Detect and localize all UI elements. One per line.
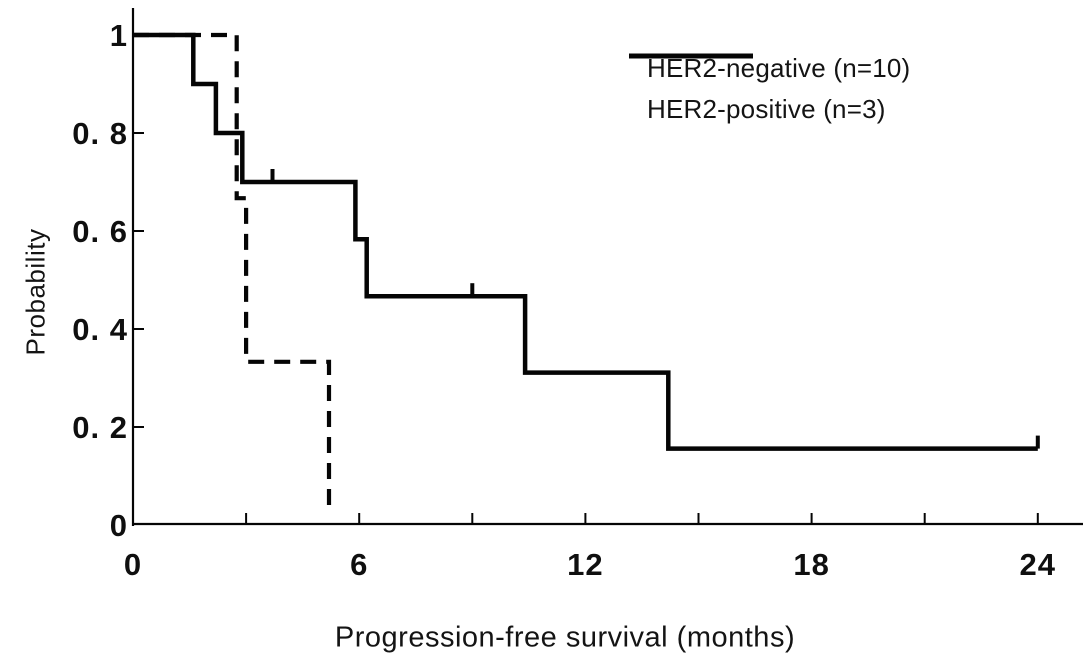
x-tick-label: 18 <box>793 547 829 582</box>
her2-positive-curve <box>133 32 332 511</box>
y-tick-label: 0. 8 <box>72 116 128 151</box>
x-tick-label: 12 <box>567 547 603 582</box>
y-tick-label: 0. 4 <box>72 312 128 347</box>
y-tick-label: 1 <box>110 18 128 53</box>
x-tick-label: 0 <box>124 547 142 582</box>
legend: HER2-negative (n=10) HER2-positive (n=3) <box>628 52 910 125</box>
x-axis-title: Progression-free survival (months) <box>334 621 796 654</box>
y-tick-label: 0. 6 <box>72 214 128 249</box>
legend-item-her2-positive: HER2-positive (n=3) <box>628 53 910 125</box>
x-tick-label: 6 <box>350 547 368 582</box>
y-tick-label: 0 <box>110 508 128 543</box>
legend-label-her2-positive: HER2-positive (n=3) <box>647 93 886 124</box>
her2-negative-curve <box>133 32 1038 451</box>
x-tick-label: 24 <box>1020 547 1056 582</box>
legend-item-her2-negative: HER2-negative (n=10) <box>628 52 910 84</box>
dashed-line-swatch <box>629 53 746 59</box>
y-tick-label: 0. 2 <box>72 410 128 445</box>
y-axis-title: Probability <box>20 228 51 356</box>
